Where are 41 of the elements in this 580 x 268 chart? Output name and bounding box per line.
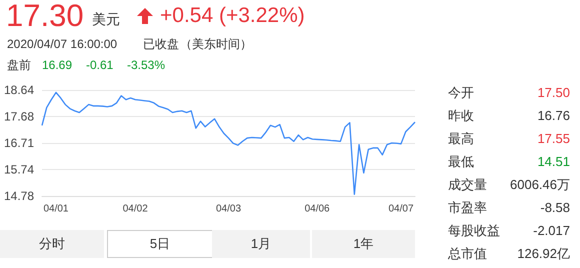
text: -3.53% [127, 57, 166, 73]
x-tick-label: 04/02 [122, 204, 148, 214]
y-tick-label: 18.64 [4, 83, 34, 97]
text: 5日 [107, 230, 213, 258]
text: 美元 [92, 11, 120, 27]
text: -0.61 [86, 57, 114, 73]
text: 17.55 [537, 131, 570, 147]
text: 盘前 [7, 57, 31, 73]
text: 126.92亿 [517, 246, 570, 262]
line-series [41, 92, 416, 195]
text: 17.50 [537, 85, 570, 101]
y-tick-label: 16.71 [4, 136, 34, 150]
x-tick-label: 04/01 [43, 204, 69, 214]
text: 最高 [448, 131, 474, 147]
text: 分时 [0, 230, 104, 258]
text: 14.51 [537, 154, 570, 170]
text: 成交量 [448, 177, 487, 193]
x-tick-label: 04/07 [388, 204, 414, 214]
text: 总市值 [448, 246, 487, 262]
x-tick-label: 04/06 [304, 204, 330, 214]
text: 6006.46万 [510, 177, 570, 193]
text: （美东时间） [180, 36, 252, 52]
text: 16.76 [537, 108, 570, 124]
text: 2020/04/07 16:00:00 [7, 36, 118, 52]
text: 已收盘 [143, 36, 179, 52]
text: 市盈率 [448, 200, 487, 216]
text: 昨收 [448, 108, 474, 124]
text: 1年 [312, 230, 415, 258]
y-tick-label: 17.68 [4, 109, 34, 124]
y-tick-label: 14.78 [4, 189, 34, 203]
text: 16.69 [42, 57, 72, 73]
y-tick-label: 15.74 [4, 162, 34, 177]
text: +0.54 (+3.22%) [160, 3, 305, 29]
text: 今开 [448, 85, 474, 101]
x-tick-label: 04/03 [216, 204, 242, 214]
text: 最低 [448, 154, 474, 170]
text: -2.017 [533, 223, 570, 239]
text: 1月 [212, 230, 310, 258]
text: 每股收益 [448, 223, 500, 239]
text: -8.58 [540, 200, 570, 216]
chart-title: 17.30 [6, 0, 84, 33]
